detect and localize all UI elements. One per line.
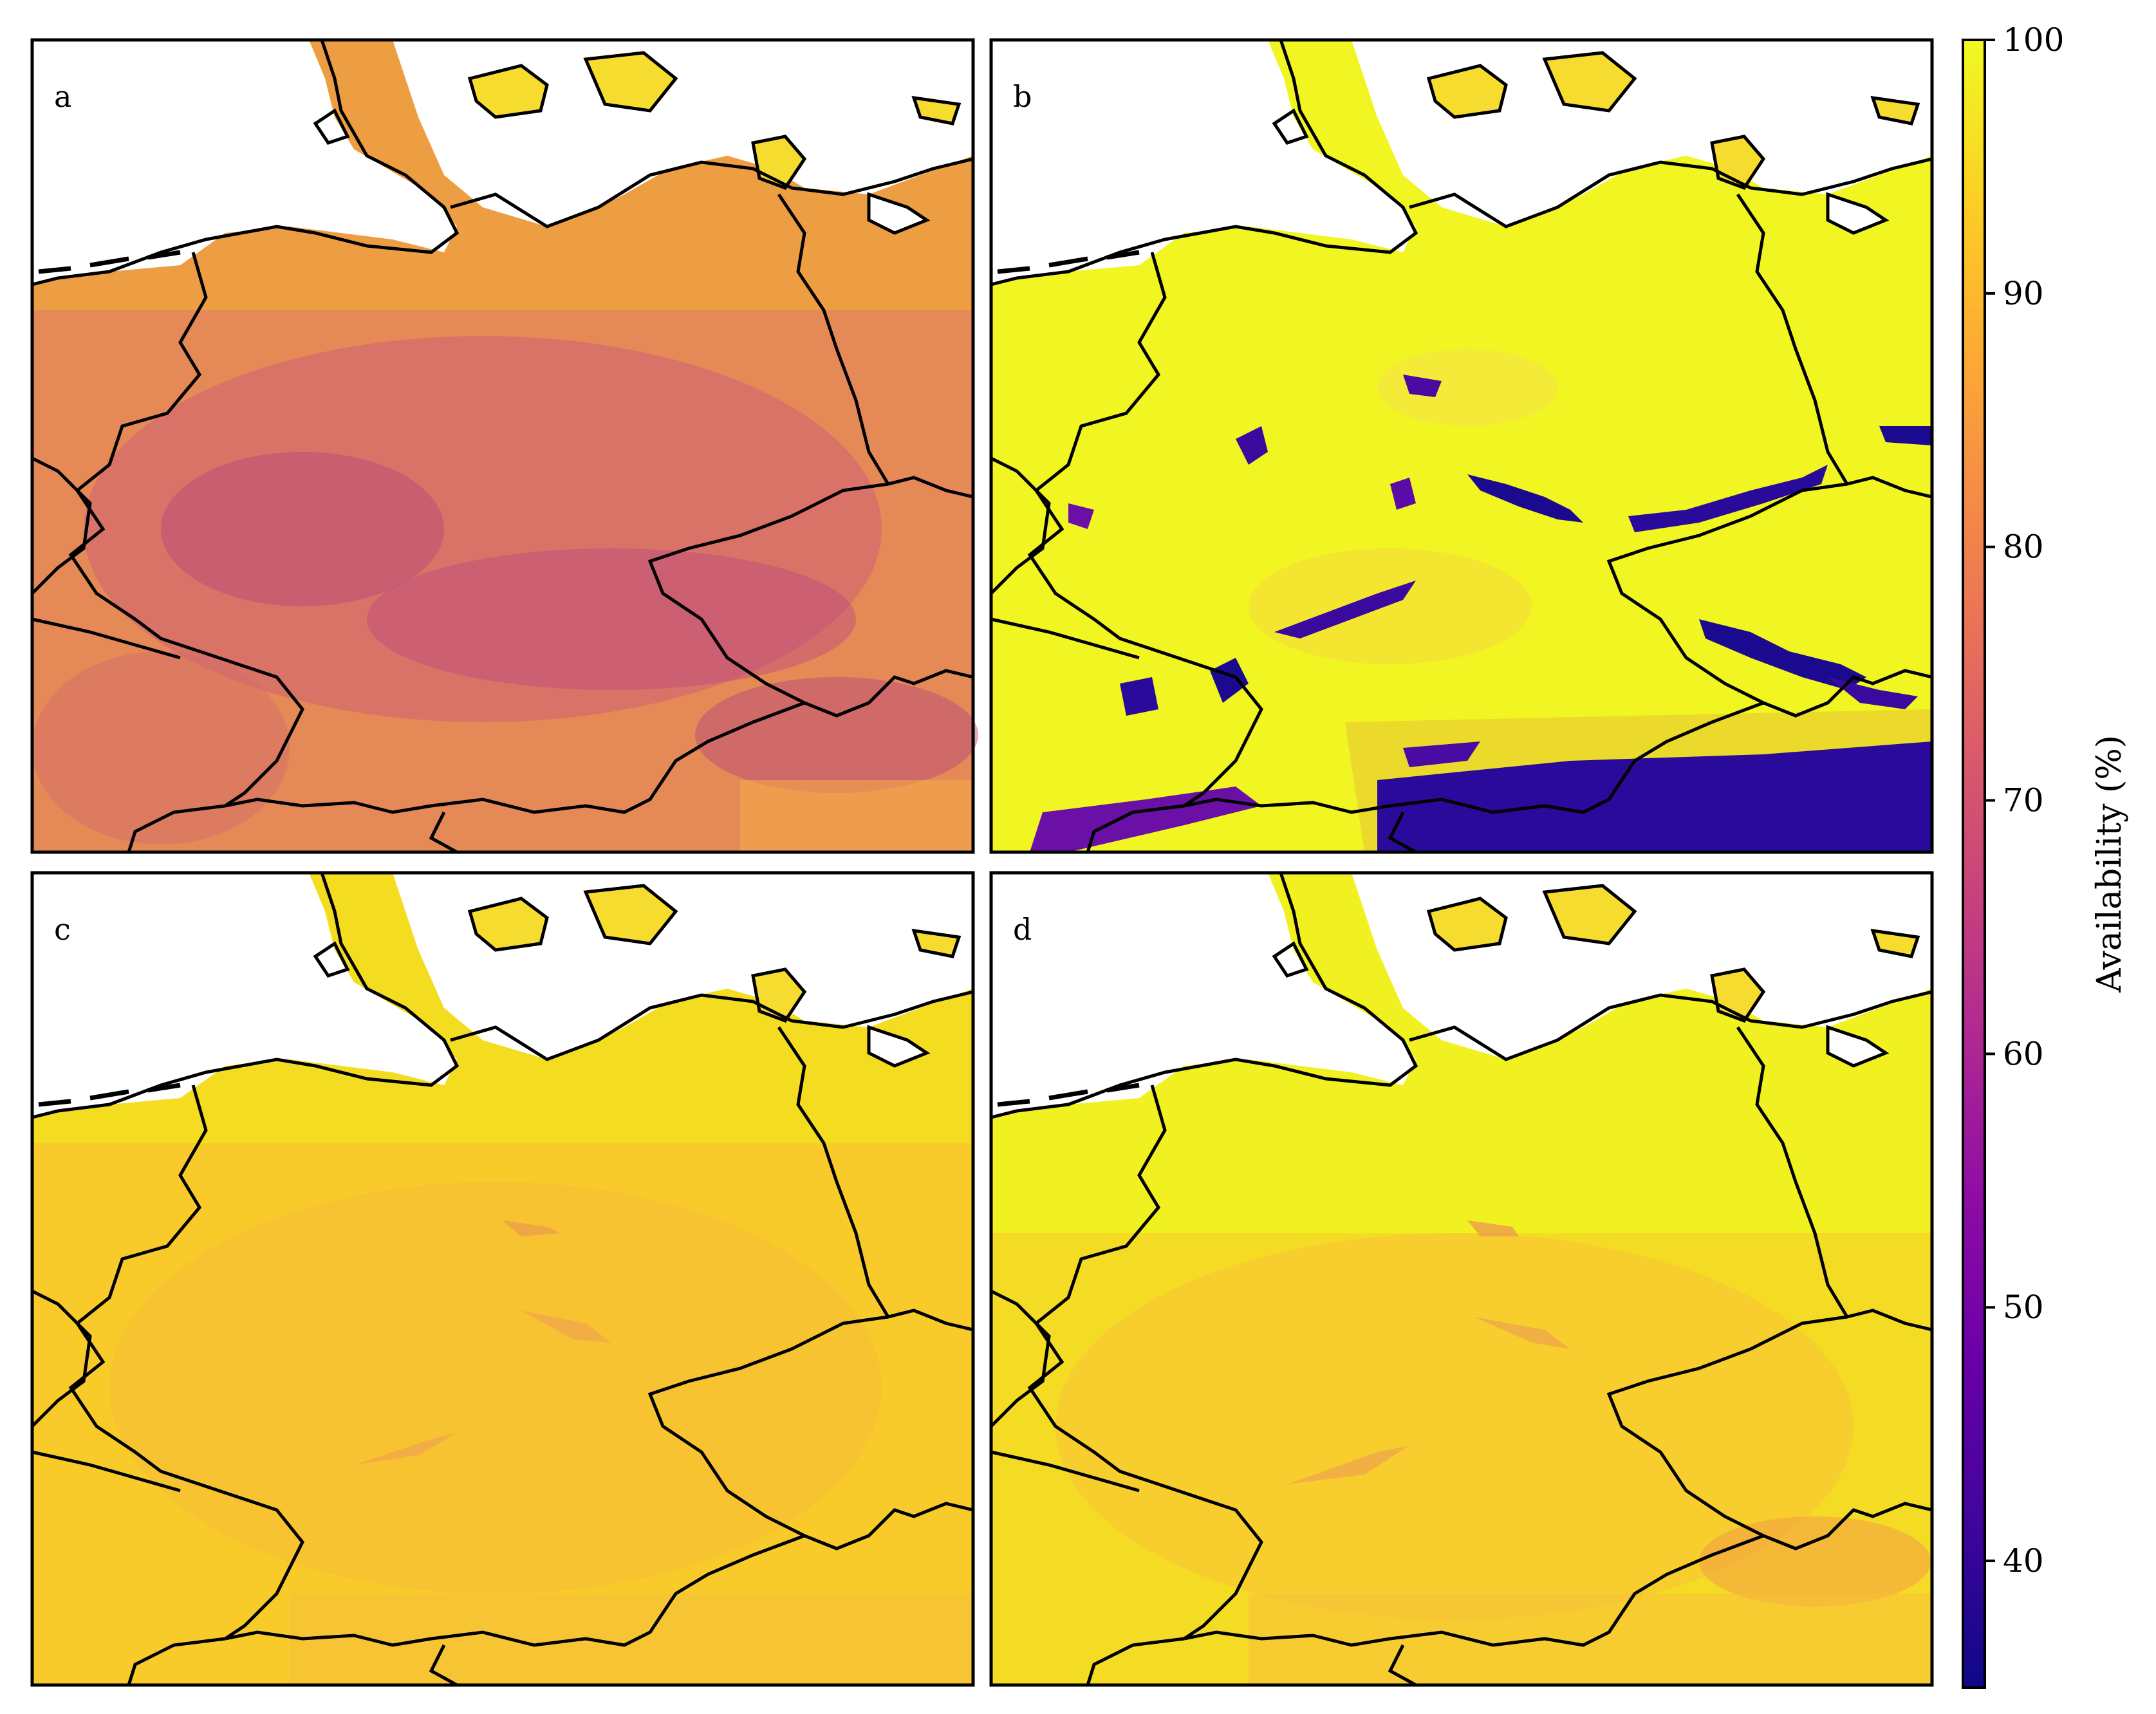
colorbar-label: Availability (%) <box>2090 735 2129 993</box>
panel-label-d: d <box>1013 912 1032 947</box>
map-panel-d: d <box>991 873 1932 1685</box>
colorbar-tick-label: 80 <box>2003 528 2044 566</box>
colorbar-tick-label: 70 <box>2003 782 2044 819</box>
colorbar-ticks: 100 90 80 70 60 50 40 <box>1985 21 2064 1579</box>
panel-label-a: a <box>54 79 71 114</box>
map-panel-b: b <box>991 40 1932 852</box>
colorbar-tick-label: 90 <box>2003 275 2044 312</box>
panel-label-b: b <box>1013 79 1032 114</box>
panel-label-c: c <box>54 912 71 947</box>
colorbar-tick-label: 40 <box>2003 1542 2044 1579</box>
colorbar-tick-label: 60 <box>2003 1035 2044 1072</box>
colorbar: 100 90 80 70 60 50 40 Availability (%) <box>1962 21 2129 1689</box>
colorbar-tick-label: 50 <box>2003 1289 2044 1326</box>
map-panel-c: c <box>32 873 973 1685</box>
map-panel-a: a <box>32 40 978 852</box>
colorbar-gradient <box>1962 39 1986 1689</box>
colorbar-tick-label: 100 <box>2003 21 2064 59</box>
